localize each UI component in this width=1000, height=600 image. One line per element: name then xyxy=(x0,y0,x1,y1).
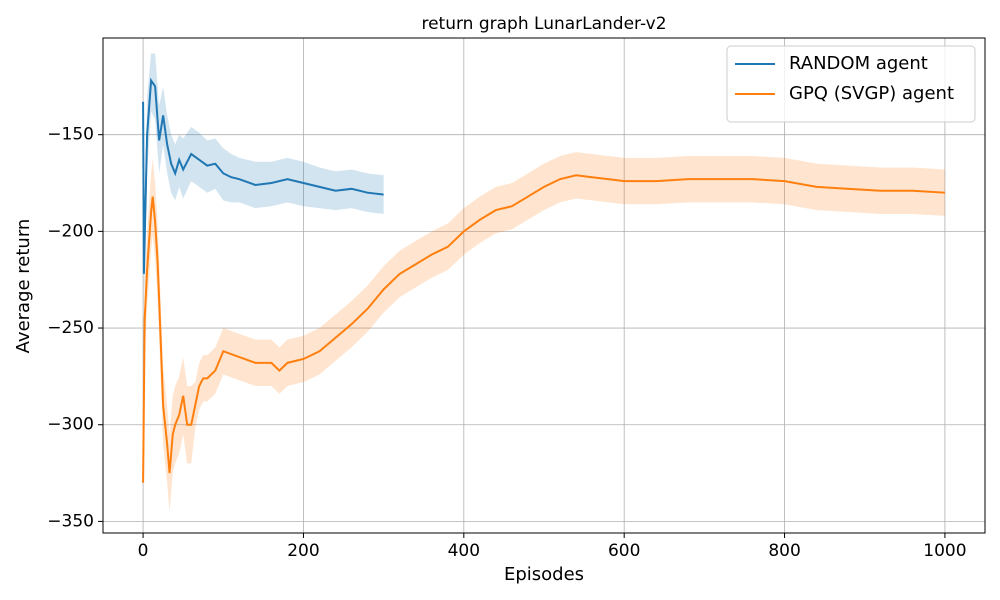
x-tick-label: 600 xyxy=(608,541,640,561)
x-tick-label: 200 xyxy=(287,541,319,561)
legend-label: RANDOM agent xyxy=(789,53,928,74)
line xyxy=(142,77,384,274)
chart-title: return graph LunarLander-v2 xyxy=(421,14,666,34)
line xyxy=(142,174,945,483)
x-tick-label: 1000 xyxy=(923,541,966,561)
legend-label: GPQ (SVGP) agent xyxy=(789,83,954,104)
y-tick-label: −300 xyxy=(47,415,94,435)
confidence-band xyxy=(143,53,384,309)
legend-box xyxy=(726,45,976,123)
legend: RANDOM agent GPQ (SVGP) agent xyxy=(726,45,976,123)
y-tick-label: −150 xyxy=(47,125,94,145)
y-axis-label: Average return xyxy=(13,219,34,354)
y-tick-label: −350 xyxy=(47,511,94,531)
x-tick-label: 0 xyxy=(138,541,149,561)
y-tick-label: −200 xyxy=(47,221,94,241)
x-axis-label: Episodes xyxy=(504,564,584,585)
plot-frame xyxy=(102,37,986,534)
confidence-band xyxy=(143,152,945,512)
y-tick-label: −250 xyxy=(47,318,94,338)
x-tick-label: 400 xyxy=(448,541,480,561)
x-tick-label: 800 xyxy=(768,541,800,561)
